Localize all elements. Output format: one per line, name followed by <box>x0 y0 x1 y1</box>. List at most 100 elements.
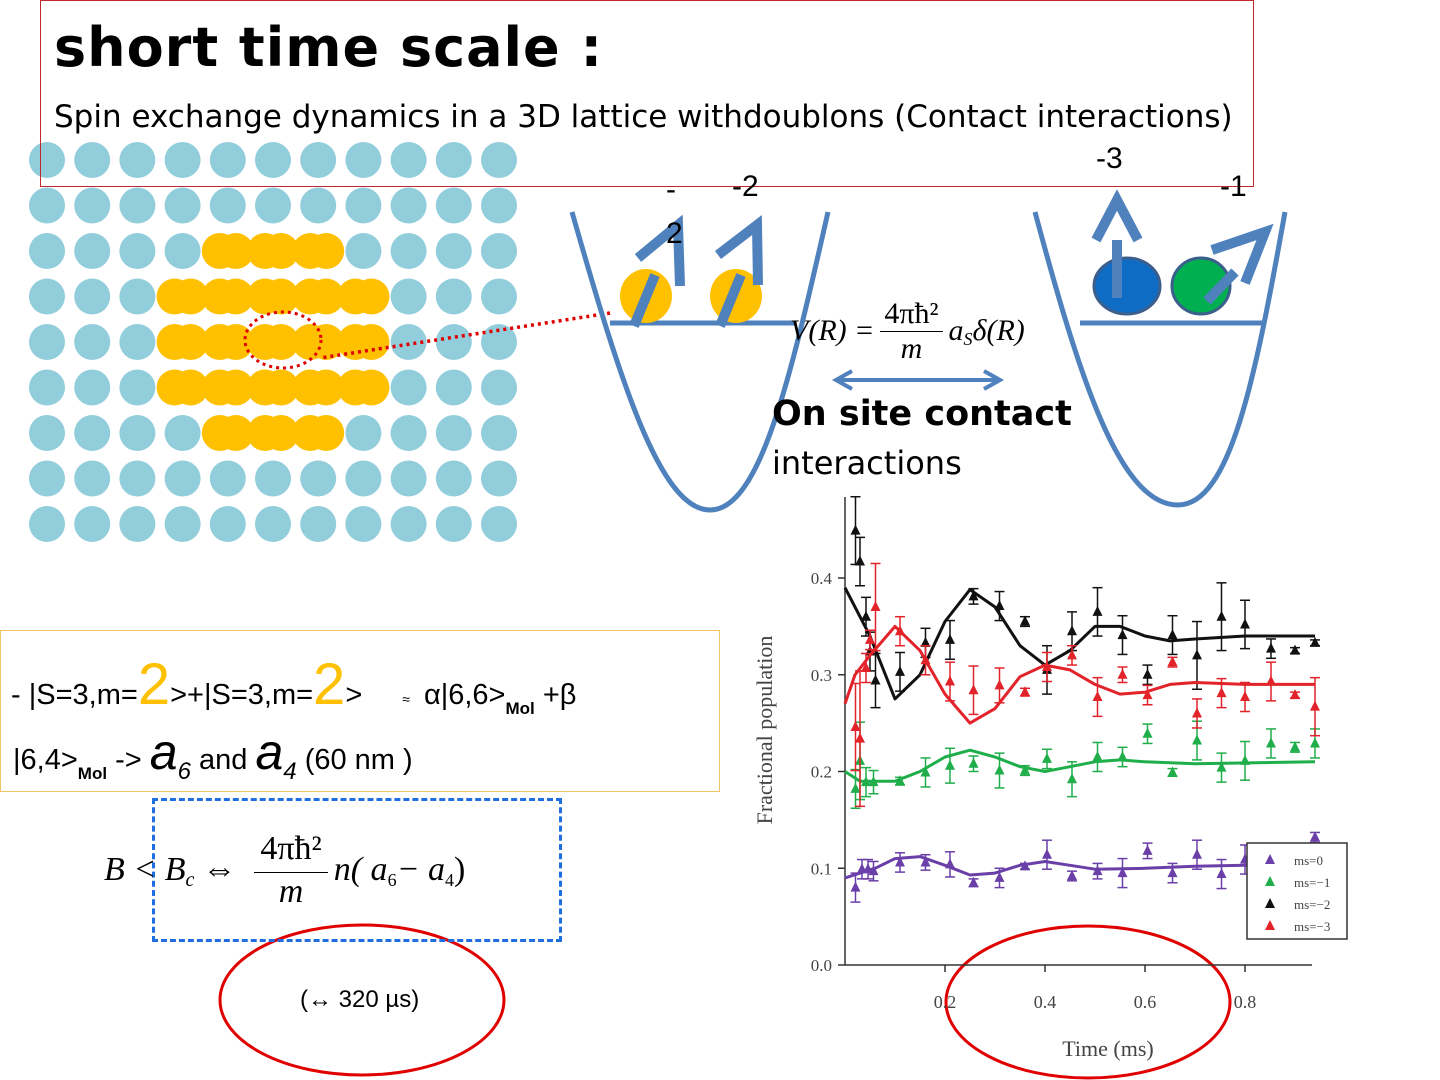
lattice-site <box>300 187 337 224</box>
legend-label: ms=−1 <box>1294 875 1330 890</box>
lattice-site <box>29 324 65 360</box>
doublon-site <box>263 324 299 360</box>
lattice-site <box>74 233 111 269</box>
x-axis-label: Time (ms) <box>1062 1036 1153 1061</box>
slide-title: short time scale : <box>54 16 604 79</box>
lattice-site <box>29 233 65 269</box>
data-point <box>1020 615 1030 626</box>
data-point <box>1142 727 1153 738</box>
lattice-site <box>164 233 201 269</box>
title-box <box>40 0 1254 187</box>
data-point <box>1290 741 1300 752</box>
formula-fraction: 4πħ² m <box>880 297 943 366</box>
lattice-site <box>435 369 472 406</box>
lattice-site <box>119 233 156 269</box>
data-point <box>1192 848 1202 859</box>
data-point <box>1266 737 1276 748</box>
data-point <box>1216 610 1227 621</box>
doublon-site <box>217 415 254 451</box>
legend-marker <box>1265 898 1275 908</box>
left-atom-2-label: -2 <box>732 170 759 203</box>
doublon-site <box>353 369 390 406</box>
lattice-site <box>345 187 382 224</box>
lattice-site <box>74 415 111 451</box>
lattice-site <box>390 142 427 178</box>
lattice-site <box>119 415 156 451</box>
data-point <box>1167 629 1178 640</box>
doublon-site <box>308 369 345 406</box>
data-point <box>1240 754 1250 765</box>
data-point <box>994 871 1005 882</box>
data-point <box>868 865 879 876</box>
fit-curve <box>844 855 1315 880</box>
onsite-caption: interactions <box>772 444 962 482</box>
lattice-site <box>300 506 337 542</box>
data-point <box>1042 661 1052 672</box>
lattice-site <box>300 460 337 497</box>
formula-a: a <box>948 314 964 347</box>
data-point <box>1192 649 1202 660</box>
data-point <box>861 610 871 621</box>
data-point <box>994 764 1005 775</box>
lattice-site <box>345 142 382 178</box>
doublon-highlight-ellipse <box>243 310 323 370</box>
doublon-site <box>172 278 209 315</box>
data-point <box>968 757 979 768</box>
data-point <box>1092 750 1103 761</box>
lattice-site <box>390 233 427 269</box>
lattice-site <box>481 187 517 224</box>
right-potential-well <box>1032 211 1288 508</box>
lattice-site <box>255 187 291 224</box>
x-tick-label: 0.8 <box>1234 992 1257 1012</box>
data-point <box>1092 691 1103 702</box>
lattice-site <box>481 233 517 269</box>
data-point <box>1117 629 1128 640</box>
spin-arrow-icon <box>1203 223 1274 305</box>
data-point <box>855 732 865 743</box>
data-point <box>895 856 905 867</box>
lattice-site <box>300 142 337 178</box>
formula-delta: δ(R) <box>972 314 1025 347</box>
data-point <box>1067 869 1077 880</box>
doublon-site <box>217 324 254 360</box>
lattice-site <box>255 142 291 178</box>
lattice-site <box>435 415 472 451</box>
data-point <box>868 776 879 787</box>
data-point <box>1042 848 1052 859</box>
lattice-site <box>119 278 156 315</box>
y-tick-label: 0.4 <box>811 569 833 588</box>
lattice-site <box>29 278 65 315</box>
legend-label: ms=−2 <box>1294 897 1330 912</box>
x-tick-label: 0.4 <box>1034 992 1057 1012</box>
formula-lhs: V(R) = <box>790 314 875 347</box>
data-point <box>1142 689 1153 700</box>
doublon-site <box>353 324 390 360</box>
legend-marker <box>1265 876 1275 886</box>
lattice-site <box>209 506 246 542</box>
lattice-site <box>74 460 111 497</box>
data-point <box>920 654 931 665</box>
doublon-site <box>217 278 254 315</box>
lattice-site <box>390 506 427 542</box>
fit-curve <box>843 624 1315 725</box>
lattice-site <box>481 415 517 451</box>
left-atom-1-label: -2 <box>666 173 683 250</box>
lattice-site <box>390 278 427 315</box>
y-tick-label: 0.2 <box>811 763 832 782</box>
lattice-site <box>164 460 201 497</box>
data-point <box>850 524 861 535</box>
data-point <box>870 601 881 612</box>
molecular-state-box: - |S=3,m=2>+|S=3,m=2> ≈ α|6,6>Mol +β |6,4>… <box>0 630 720 792</box>
doublon-site <box>172 369 209 406</box>
double-arrow-icon <box>831 369 1005 391</box>
data-point <box>968 590 979 601</box>
data-point <box>850 720 861 731</box>
data-point <box>1067 625 1077 636</box>
doublon-site <box>263 369 299 406</box>
data-point <box>1092 605 1103 616</box>
lattice-site <box>164 415 201 451</box>
lattice-site <box>164 506 201 542</box>
